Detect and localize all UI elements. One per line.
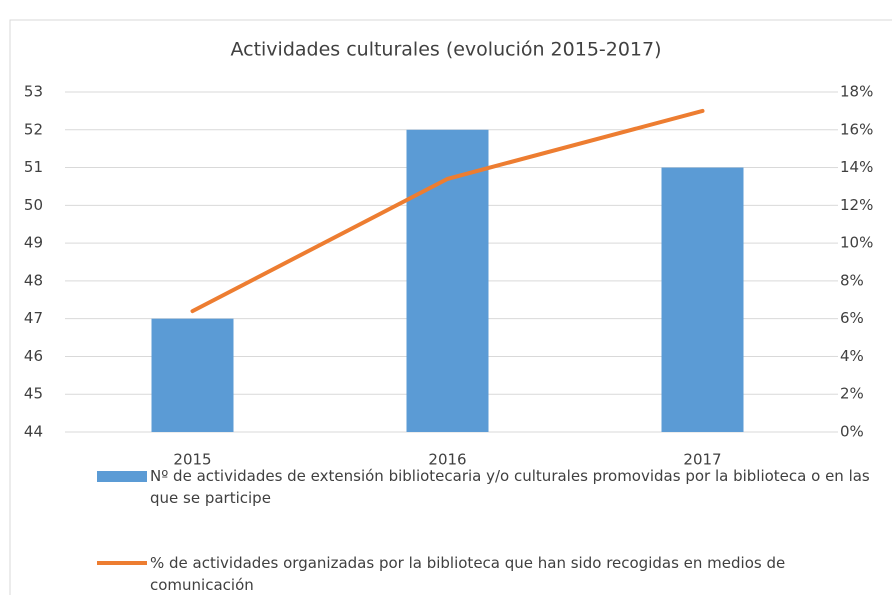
y2-tick-label: 2% [840,385,864,403]
y-tick-label: 46 [24,347,43,365]
y-tick-label: 47 [24,309,43,327]
y2-tick-label: 12% [840,196,873,214]
legend-label: Nº de actividades de extensión bibliotec… [150,467,870,507]
y-tick-label: 51 [24,158,43,176]
y2-tick-label: 16% [840,120,873,138]
y-tick-label: 49 [24,234,43,252]
y-tick-label: 53 [24,83,43,101]
y-tick-label: 50 [24,196,43,214]
y-tick-label: 48 [24,271,43,289]
legend-label: % de actividades organizadas por la bibl… [150,554,786,594]
y2-tick-label: 8% [840,271,864,289]
y-tick-label: 45 [24,385,43,403]
x-tick-label: 2017 [683,451,721,469]
line [190,108,705,314]
x-tick-label: 2016 [428,451,466,469]
y2-tick-label: 18% [840,83,873,101]
bar [661,167,744,433]
y-tick-label: 52 [24,120,43,138]
y2-tick-label: 10% [840,234,873,252]
y2-tick-label: 0% [840,423,864,441]
chart-frame [9,19,892,595]
legend-swatch [97,561,147,565]
y-tick-label: 44 [24,423,43,441]
bar [151,318,234,432]
y2-tick-label: 14% [840,158,873,176]
chart-title: Actividades culturales (evolución 2015-2… [230,39,661,61]
bar [406,129,489,432]
x-tick-label: 2015 [173,451,211,469]
y2-tick-label: 4% [840,347,864,365]
legend-swatch [97,471,147,482]
y2-tick-label: 6% [840,309,864,327]
